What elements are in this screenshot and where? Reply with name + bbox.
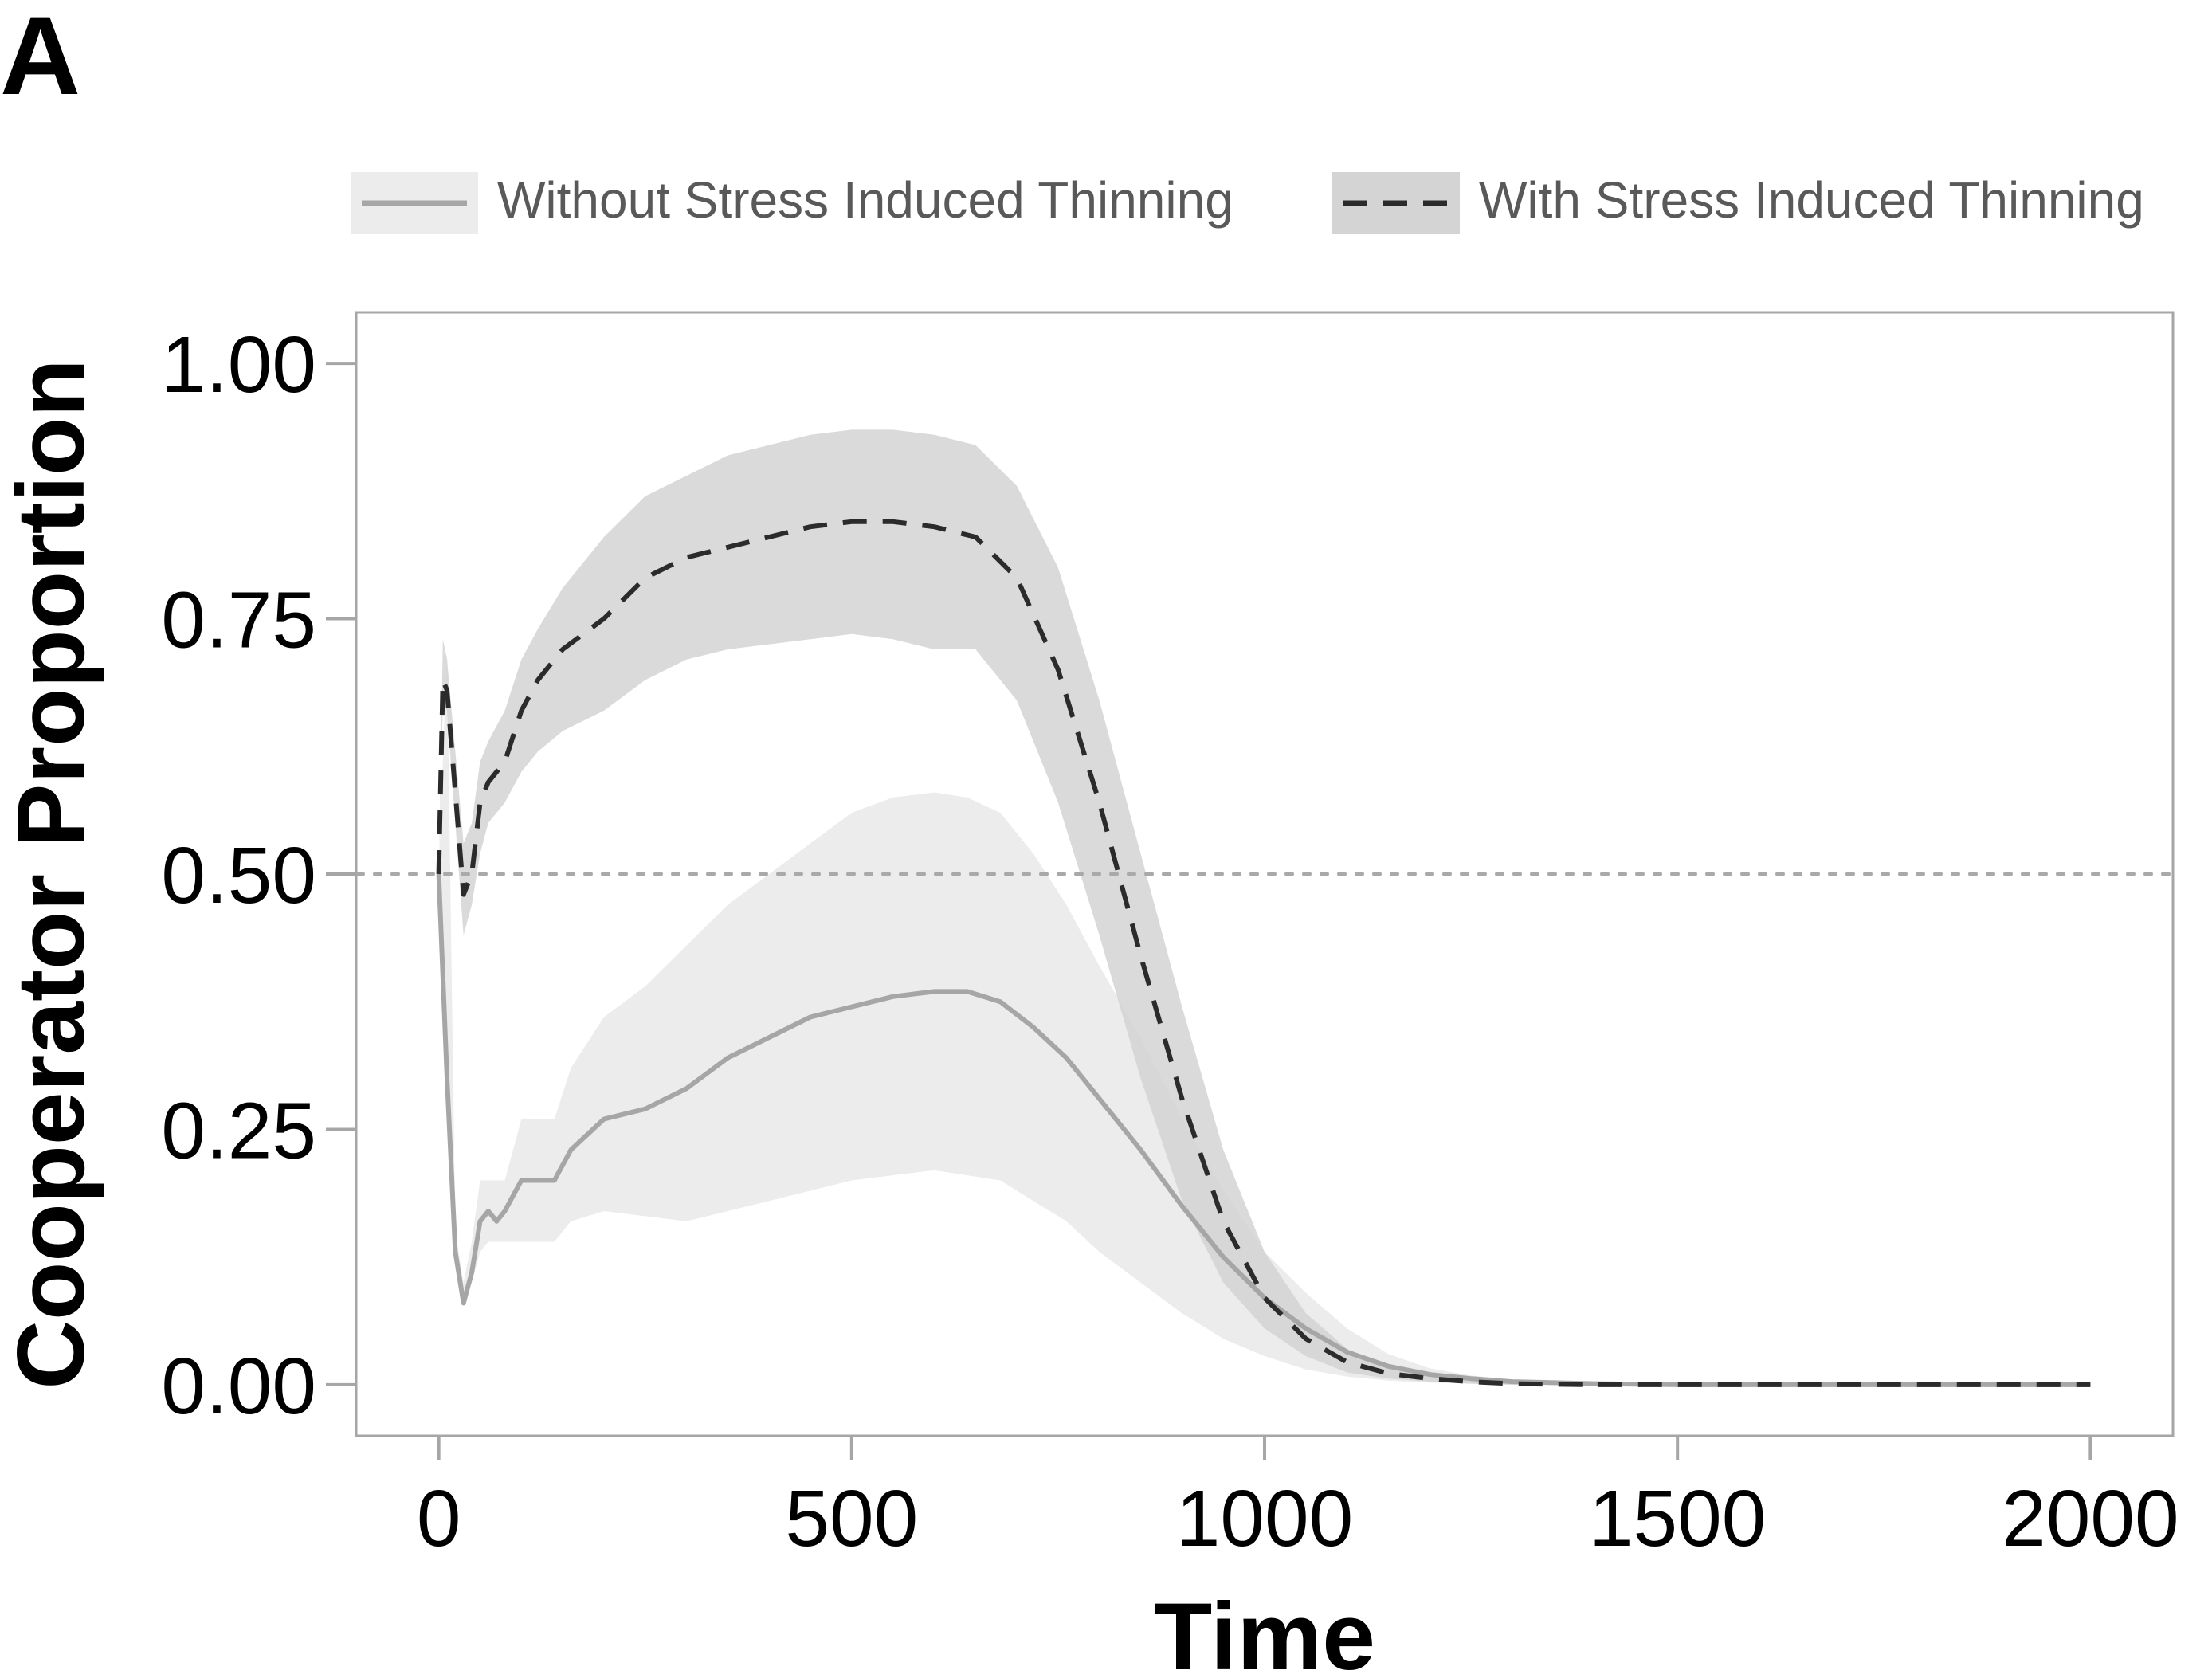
- band-with-stress-thinning: [438, 429, 2091, 1385]
- x-tick-label: 500: [785, 1474, 918, 1563]
- x-axis: 0 500 1000 1500 2000: [417, 1436, 2179, 1563]
- band-without-stress-thinning: [438, 649, 2091, 1385]
- y-tick-label: 0.50: [161, 831, 316, 920]
- legend: Without Stress Induced Thinning With Str…: [351, 171, 2144, 234]
- y-tick-label: 1.00: [161, 320, 316, 410]
- legend-label-without: Without Stress Induced Thinning: [497, 171, 1233, 229]
- legend-label-with: With Stress Induced Thinning: [1479, 171, 2144, 229]
- x-tick-label: 1500: [1589, 1474, 1766, 1563]
- y-tick-label: 0.00: [161, 1342, 316, 1431]
- x-axis-title: Time: [1154, 1583, 1375, 1678]
- line-without-stress-thinning: [436, 873, 2091, 1387]
- x-tick-label: 2000: [2002, 1474, 2179, 1563]
- confidence-bands: [438, 429, 2091, 1385]
- y-tick-label: 0.75: [161, 576, 316, 665]
- line-with-stress-thinning: [436, 519, 2091, 1387]
- y-tick-label: 0.25: [161, 1086, 316, 1175]
- x-tick-label: 1000: [1176, 1474, 1353, 1563]
- y-axis: 0.00 0.25 0.50 0.75 1.00: [161, 320, 356, 1431]
- x-tick-label: 0: [417, 1474, 461, 1563]
- y-axis-title: Cooperator Proportion: [0, 359, 104, 1389]
- series-lines: [436, 519, 2091, 1387]
- panel-label: A: [0, 0, 80, 118]
